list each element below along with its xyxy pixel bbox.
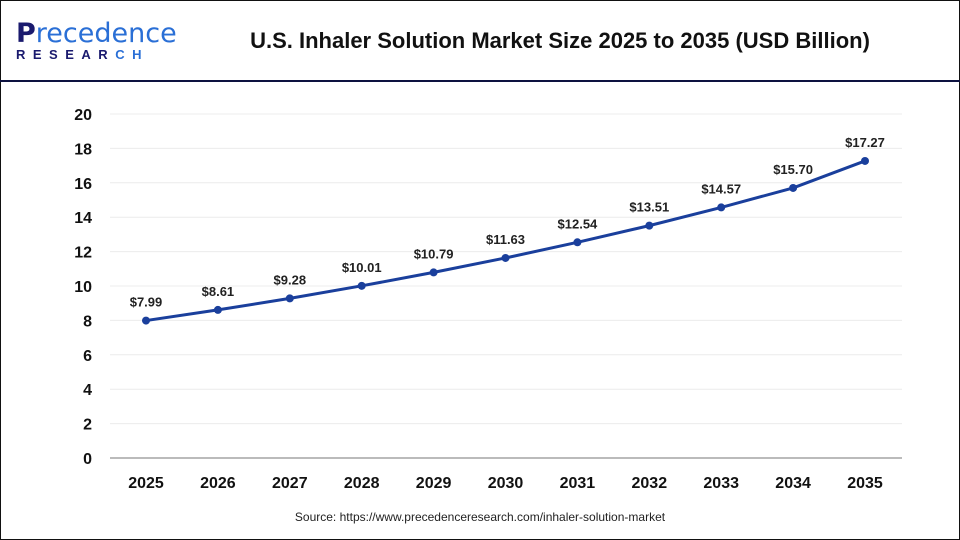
data-label: $7.99 <box>130 295 163 310</box>
data-label: $11.63 <box>486 232 525 247</box>
x-tick-label: 2030 <box>488 475 524 492</box>
x-tick-label: 2029 <box>416 475 452 492</box>
y-tick-label: 20 <box>74 107 92 124</box>
source-note: Source: https://www.precedenceresearch.c… <box>294 510 666 524</box>
data-point <box>357 281 366 290</box>
y-tick-label: 10 <box>74 279 92 296</box>
x-tick-label: 2035 <box>847 475 883 492</box>
y-tick-label: 14 <box>74 210 92 227</box>
data-point <box>573 238 582 247</box>
data-point <box>645 221 654 230</box>
y-tick-label: 16 <box>74 176 92 193</box>
data-point <box>861 156 869 165</box>
precedence-research-logo: Precedence RESEARCH <box>16 18 177 62</box>
x-tick-label: 2028 <box>344 475 380 492</box>
data-point <box>717 203 726 212</box>
y-tick-label: 8 <box>83 313 92 330</box>
chart-title: U.S. Inhaler Solution Market Size 2025 t… <box>250 28 870 53</box>
data-point <box>142 316 150 325</box>
data-label: $12.54 <box>558 216 599 231</box>
data-label: $10.79 <box>414 246 454 261</box>
data-label: $15.70 <box>773 162 813 177</box>
data-point <box>429 268 438 277</box>
y-tick-label: 18 <box>74 141 92 158</box>
y-tick-label: 0 <box>83 451 92 468</box>
data-label: $10.01 <box>342 260 382 275</box>
x-tick-label: 2034 <box>775 475 811 492</box>
x-tick-label: 2032 <box>632 475 668 492</box>
data-point <box>789 183 798 192</box>
data-point <box>501 253 510 262</box>
y-tick-label: 12 <box>74 245 92 262</box>
y-tick-label: 6 <box>83 348 92 365</box>
y-tick-label: 4 <box>83 382 92 399</box>
data-point <box>285 294 294 303</box>
data-point <box>213 305 222 314</box>
data-label: $17.27 <box>845 135 885 150</box>
x-tick-label: 2033 <box>703 475 739 492</box>
data-label: $14.57 <box>701 181 741 196</box>
x-tick-label: 2031 <box>560 475 596 492</box>
header-divider <box>0 80 960 82</box>
data-label: $13.51 <box>629 200 669 215</box>
data-label: $8.61 <box>202 284 235 299</box>
y-tick-label: 2 <box>83 417 92 434</box>
x-tick-label: 2027 <box>272 475 308 492</box>
x-tick-label: 2026 <box>200 475 236 492</box>
x-tick-label: 2025 <box>128 475 164 492</box>
data-label: $9.28 <box>274 272 307 287</box>
